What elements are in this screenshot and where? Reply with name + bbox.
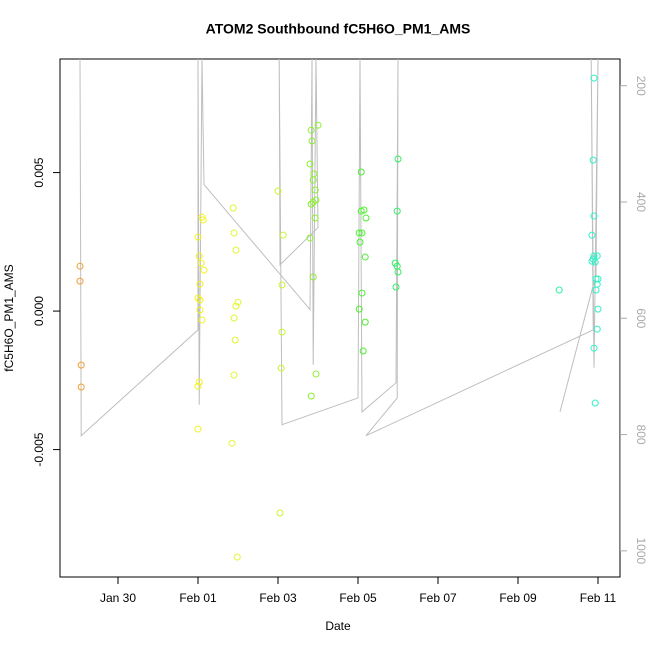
point [594,275,602,283]
point [356,238,364,246]
point [232,302,240,310]
point [230,229,238,237]
point [310,170,318,178]
point [593,325,601,333]
point [76,277,84,285]
point [233,553,241,561]
chart-title: ATOM2 Southbound fC5H6O_PM1_AMS [206,21,471,37]
point [194,294,202,302]
point [77,361,85,369]
point [360,206,368,214]
point [394,268,402,276]
y2-tick-label: 400 [634,192,648,212]
point [228,439,236,447]
point [394,155,402,163]
point [590,74,598,82]
point [588,231,596,239]
point [312,370,320,378]
point [306,234,314,242]
point [361,253,369,261]
point [307,392,315,400]
point [309,273,317,281]
point [77,383,85,391]
point [194,233,202,241]
point [195,378,203,386]
point [591,258,599,266]
y2-tick-label: 1000 [634,537,648,564]
point [555,286,563,294]
point [392,283,400,291]
point [194,382,202,390]
point [355,305,363,313]
point [197,259,205,267]
point [276,509,284,517]
point [231,336,239,344]
point [358,229,366,237]
point [277,364,285,372]
point [359,347,367,355]
point [594,305,602,313]
y2-tick-label: 800 [634,425,648,445]
point [278,281,286,289]
point [308,137,316,145]
point [232,246,240,254]
x-tick-label: Feb 11 [580,591,617,605]
point [307,200,315,208]
point [230,314,238,322]
point [200,266,208,274]
point [592,275,600,283]
point [307,126,315,134]
x-tick-label: Feb 09 [499,591,537,605]
point [361,318,369,326]
point [195,252,203,260]
point [355,229,363,237]
point [589,156,597,164]
point [196,306,204,314]
point [230,371,238,379]
point [588,257,596,265]
point [196,280,204,288]
point [592,286,600,294]
point [311,214,319,222]
point [362,214,370,222]
y-tick-label: 0.000 [32,296,46,326]
y-tick-label: -0.005 [32,432,46,466]
point [274,187,282,195]
y-axis-label: fC5H6O_PM1_AMS [2,264,16,371]
point [357,168,365,176]
x-tick-label: Feb 01 [179,591,217,605]
point [314,121,322,129]
y-tick-label: 0.005 [32,157,46,187]
x-tick-label: Feb 03 [259,591,297,605]
y2-tick-label: 200 [634,76,648,96]
point [279,231,287,239]
point [278,328,286,336]
point [590,344,598,352]
point [306,160,314,168]
point [194,425,202,433]
point [358,289,366,297]
y2-tick-label: 600 [634,308,648,328]
point [312,196,320,204]
point [393,207,401,215]
point [76,262,84,270]
point [234,298,242,306]
point [311,186,319,194]
point [593,252,601,260]
x-tick-label: Feb 07 [419,591,457,605]
point [198,316,206,324]
x-tick-label: Feb 05 [339,591,377,605]
line [79,58,599,437]
x-tick-label: Jan 30 [100,591,136,605]
point [590,212,598,220]
x-axis-label: Date [325,619,351,633]
point [199,216,207,224]
point [229,204,237,212]
point [196,296,204,304]
point [591,399,599,407]
